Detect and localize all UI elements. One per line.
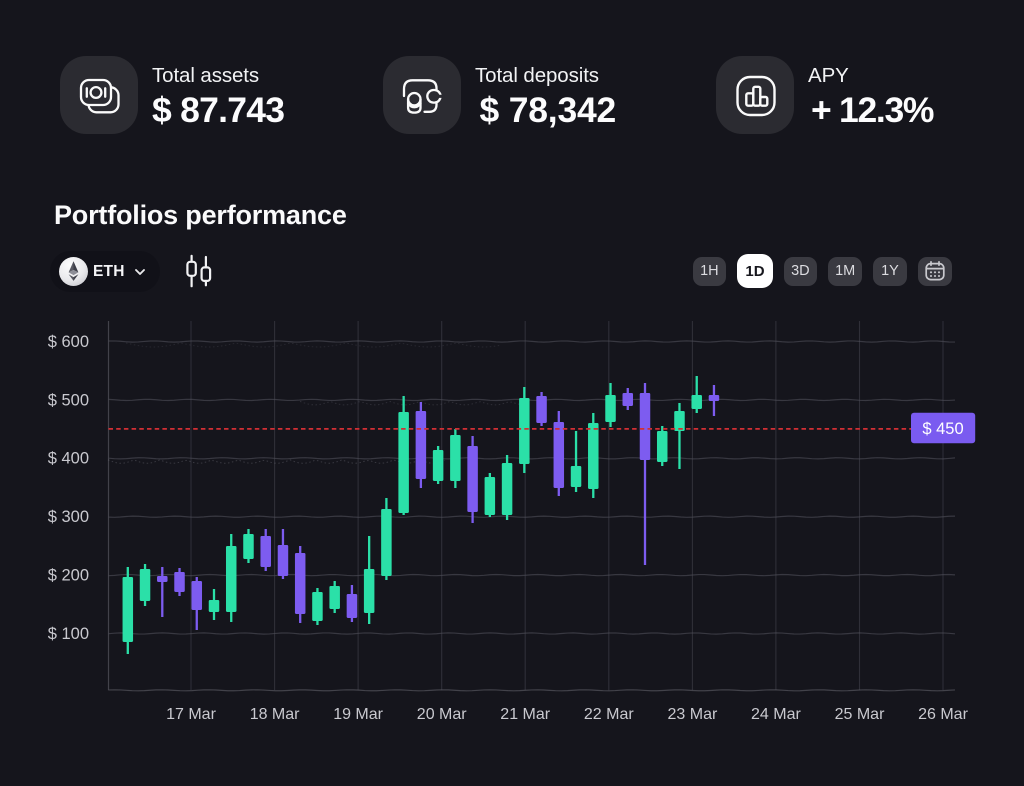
svg-text:25 Mar: 25 Mar: [835, 706, 885, 723]
svg-text:$ 100: $ 100: [48, 625, 89, 643]
svg-text:23 Mar: 23 Mar: [668, 706, 718, 723]
svg-text:22 Mar: 22 Mar: [584, 706, 634, 723]
svg-text:$ 500: $ 500: [48, 391, 89, 409]
svg-text:21 Mar: 21 Mar: [500, 706, 550, 723]
svg-text:19 Mar: 19 Mar: [333, 706, 383, 723]
svg-text:20 Mar: 20 Mar: [417, 706, 467, 723]
svg-text:18 Mar: 18 Mar: [250, 706, 300, 723]
svg-text:$ 600: $ 600: [48, 333, 89, 351]
svg-text:$ 450: $ 450: [922, 420, 963, 438]
svg-text:26 Mar: 26 Mar: [918, 706, 968, 723]
svg-text:17 Mar: 17 Mar: [166, 706, 216, 723]
svg-text:$ 200: $ 200: [48, 567, 89, 585]
svg-text:$ 300: $ 300: [48, 508, 89, 526]
svg-text:24 Mar: 24 Mar: [751, 706, 801, 723]
svg-text:$ 400: $ 400: [48, 450, 89, 468]
